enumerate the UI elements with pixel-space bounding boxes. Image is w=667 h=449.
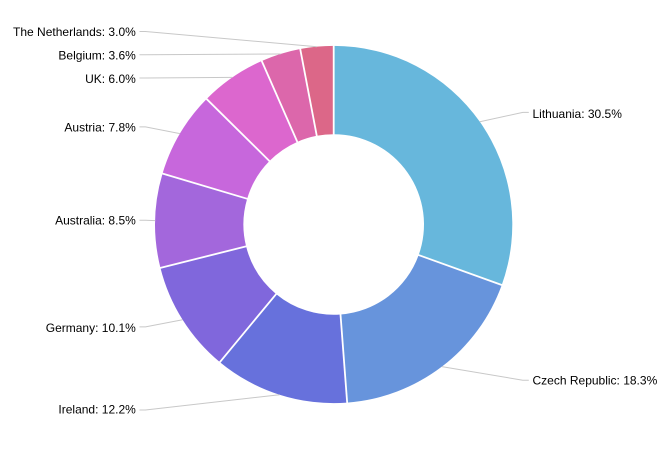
svg-text:Ireland: 12.2%: Ireland: 12.2% — [58, 403, 136, 417]
svg-text:UK: 6.0%: UK: 6.0% — [85, 72, 136, 86]
svg-text:Belgium: 3.6%: Belgium: 3.6% — [58, 48, 136, 62]
svg-text:Australia: 8.5%: Australia: 8.5% — [55, 213, 136, 227]
svg-text:Lithuania: 30.5%: Lithuania: 30.5% — [533, 107, 623, 121]
svg-text:The Netherlands: 3.0%: The Netherlands: 3.0% — [13, 25, 136, 39]
svg-text:Czech Republic: 18.3%: Czech Republic: 18.3% — [533, 374, 658, 388]
svg-text:Germany: 10.1%: Germany: 10.1% — [46, 321, 136, 335]
svg-text:Austria: 7.8%: Austria: 7.8% — [64, 121, 136, 135]
